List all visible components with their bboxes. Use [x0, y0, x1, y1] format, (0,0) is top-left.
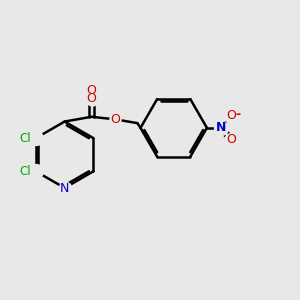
Text: N: N	[60, 183, 69, 196]
Text: Cl: Cl	[20, 132, 31, 145]
Text: N: N	[60, 184, 69, 197]
Text: N: N	[60, 182, 69, 195]
Text: O: O	[110, 113, 120, 126]
Text: O: O	[226, 110, 236, 122]
Text: O: O	[87, 84, 96, 97]
Text: Cl: Cl	[20, 165, 31, 178]
Text: N: N	[216, 122, 226, 134]
Text: O: O	[226, 134, 236, 146]
Text: -: -	[236, 108, 241, 121]
Text: O: O	[87, 92, 96, 105]
